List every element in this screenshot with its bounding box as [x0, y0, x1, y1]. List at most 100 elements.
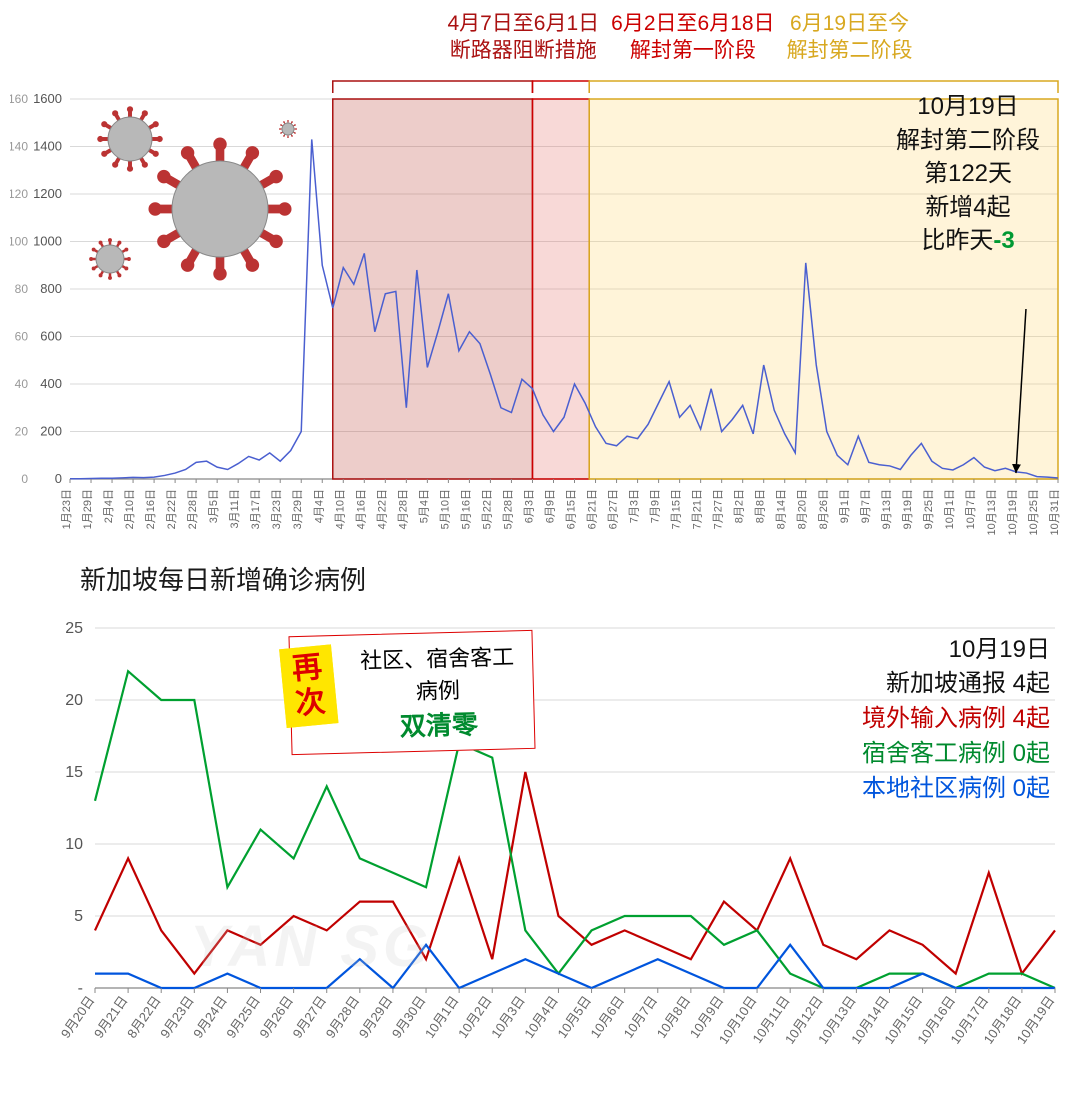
- svg-text:25: 25: [65, 620, 83, 637]
- svg-text:3月11日: 3月11日: [229, 489, 241, 529]
- svg-text:10: 10: [65, 836, 83, 853]
- info-line5: 比昨天-3: [896, 224, 1040, 258]
- info-line5-value: -3: [993, 227, 1014, 254]
- period1-line2: 断路器阻断措施: [447, 37, 599, 64]
- period-label-3: 6月19日至今 解封第二阶段: [787, 10, 913, 65]
- svg-text:200: 200: [40, 423, 62, 438]
- callout-tag: 再 次: [279, 644, 338, 728]
- callout-line2: 病例: [361, 671, 516, 707]
- svg-text:100: 100: [10, 234, 28, 248]
- svg-text:7月27日: 7月27日: [713, 489, 725, 529]
- top-chart-title: 新加坡每日新增确诊病例: [80, 560, 1070, 597]
- svg-text:800: 800: [40, 281, 62, 296]
- svg-text:600: 600: [40, 328, 62, 343]
- period3-line2: 解封第二阶段: [787, 37, 913, 64]
- period2-line2: 解封第一阶段: [611, 37, 774, 64]
- callout-box: 再 次 社区、宿舍客工 病例 双清零: [288, 629, 535, 754]
- svg-text:8月20日: 8月20日: [797, 489, 809, 529]
- svg-text:6月3日: 6月3日: [523, 489, 535, 523]
- svg-text:8月8日: 8月8日: [755, 489, 767, 523]
- top-info-box: 10月19日 解封第二阶段 第122天 新增4起 比昨天-3: [896, 90, 1040, 258]
- svg-text:10月7日: 10月7日: [965, 489, 977, 529]
- callout-line1: 社区、宿舍客工: [360, 639, 515, 675]
- svg-text:4月10日: 4月10日: [334, 489, 346, 529]
- svg-text:10月31日: 10月31日: [1049, 489, 1061, 535]
- svg-text:1000: 1000: [33, 233, 62, 248]
- svg-text:8月14日: 8月14日: [776, 489, 788, 529]
- svg-text:4月28日: 4月28日: [397, 489, 409, 529]
- svg-text:10月19日: 10月19日: [1007, 489, 1019, 535]
- svg-text:5月28日: 5月28日: [502, 489, 514, 529]
- svg-text:120: 120: [10, 187, 28, 201]
- top-chart-container: 4月7日至6月1日 断路器阻断措施 6月2日至6月18日 解封第一阶段 6月19…: [10, 10, 1070, 597]
- summary-dorm: 宿舍客工病例 0起: [862, 737, 1050, 772]
- summary-box: 10月19日 新加坡通报 4起 境外输入病例 4起 宿舍客工病例 0起 本地社区…: [862, 633, 1050, 807]
- info-line2: 解封第二阶段: [896, 124, 1040, 158]
- svg-text:1月29日: 1月29日: [82, 489, 94, 529]
- period-label-2: 6月2日至6月18日 解封第一阶段: [611, 10, 774, 65]
- svg-text:0: 0: [55, 471, 62, 486]
- svg-text:3月23日: 3月23日: [271, 489, 283, 529]
- svg-text:6月9日: 6月9日: [544, 489, 556, 523]
- info-line1: 10月19日: [896, 90, 1040, 124]
- period1-line1: 4月7日至6月1日: [447, 10, 599, 37]
- bottom-chart-container: YAN SG 再 次 社区、宿舍客工 病例 双清零 10月19日 新加坡通报 4…: [10, 613, 1070, 1078]
- svg-text:1400: 1400: [33, 138, 62, 153]
- svg-text:2月10日: 2月10日: [124, 489, 136, 529]
- info-line3: 第122天: [896, 157, 1040, 191]
- svg-text:20: 20: [15, 424, 29, 438]
- svg-text:7月3日: 7月3日: [629, 489, 641, 523]
- svg-text:2月4日: 2月4日: [103, 489, 115, 523]
- svg-text:4月4日: 4月4日: [313, 489, 325, 523]
- svg-text:6月27日: 6月27日: [608, 489, 620, 529]
- svg-text:160: 160: [10, 92, 28, 106]
- svg-text:140: 140: [10, 139, 28, 153]
- svg-text:2月22日: 2月22日: [166, 489, 178, 529]
- info-line5-prefix: 比昨天: [921, 227, 993, 254]
- svg-text:5月16日: 5月16日: [460, 489, 472, 529]
- svg-text:2月28日: 2月28日: [187, 489, 199, 529]
- period3-line1: 6月19日至今: [787, 10, 913, 37]
- svg-text:60: 60: [15, 329, 29, 343]
- svg-text:5月22日: 5月22日: [481, 489, 493, 529]
- svg-text:3月17日: 3月17日: [250, 489, 262, 529]
- svg-text:4月16日: 4月16日: [355, 489, 367, 529]
- svg-text:1600: 1600: [33, 91, 62, 106]
- svg-text:0: 0: [21, 472, 28, 486]
- svg-text:5: 5: [74, 908, 83, 925]
- svg-text:400: 400: [40, 376, 62, 391]
- svg-text:10月13日: 10月13日: [986, 489, 998, 535]
- svg-text:10月25日: 10月25日: [1028, 489, 1040, 535]
- summary-imported: 境外输入病例 4起: [862, 702, 1050, 737]
- svg-text:6月21日: 6月21日: [587, 489, 599, 529]
- svg-text:5月10日: 5月10日: [439, 489, 451, 529]
- svg-text:6月15日: 6月15日: [566, 489, 578, 529]
- svg-text:40: 40: [15, 377, 29, 391]
- summary-total: 新加坡通报 4起: [862, 667, 1050, 702]
- summary-date: 10月19日: [862, 633, 1050, 668]
- period2-line1: 6月2日至6月18日: [611, 10, 774, 37]
- info-line4: 新增4起: [896, 191, 1040, 225]
- svg-text:80: 80: [15, 282, 29, 296]
- callout-line3: 双清零: [361, 703, 516, 744]
- svg-text:9月7日: 9月7日: [860, 489, 872, 523]
- svg-text:8月2日: 8月2日: [734, 489, 746, 523]
- svg-text:3月29日: 3月29日: [292, 489, 304, 529]
- period-label-1: 4月7日至6月1日 断路器阻断措施: [447, 10, 599, 65]
- svg-text:3月5日: 3月5日: [208, 489, 220, 523]
- svg-text:9月25日: 9月25日: [923, 489, 935, 529]
- summary-community: 本地社区病例 0起: [862, 772, 1050, 807]
- svg-text:7月21日: 7月21日: [692, 489, 704, 529]
- svg-text:9月13日: 9月13日: [881, 489, 893, 529]
- svg-text:-: -: [78, 980, 83, 997]
- svg-text:1200: 1200: [33, 186, 62, 201]
- svg-text:5月4日: 5月4日: [418, 489, 430, 523]
- svg-text:10月1日: 10月1日: [944, 489, 956, 529]
- svg-text:8月26日: 8月26日: [818, 489, 830, 529]
- svg-text:20: 20: [65, 692, 83, 709]
- svg-text:1月23日: 1月23日: [61, 489, 73, 529]
- svg-text:15: 15: [65, 764, 83, 781]
- svg-text:7月15日: 7月15日: [671, 489, 683, 529]
- svg-text:9月19日: 9月19日: [902, 489, 914, 529]
- period-labels-row: 4月7日至6月1日 断路器阻断措施 6月2日至6月18日 解封第一阶段 6月19…: [10, 10, 1070, 65]
